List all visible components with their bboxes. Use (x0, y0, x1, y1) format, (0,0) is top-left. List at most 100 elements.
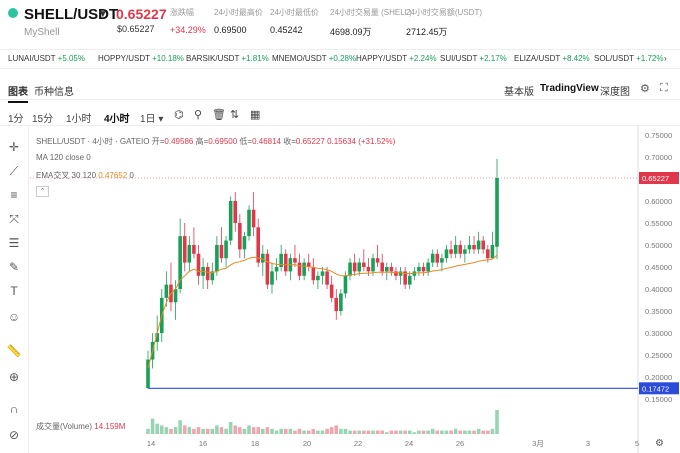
last-price: 0.65227 (116, 6, 167, 22)
y-tick-label: 0.75000 (645, 131, 672, 140)
y-tick-label: 0.45000 (645, 263, 672, 272)
tf-15m[interactable]: 15分 (32, 114, 54, 125)
text-icon[interactable]: T (10, 284, 18, 298)
volume-bar (352, 430, 357, 434)
ma-legend[interactable]: MA 120 close 0 (36, 153, 91, 162)
pair-title[interactable]: SHELL/USDT (24, 6, 119, 23)
legend-high: 0.69500 (208, 137, 238, 146)
stat-value: 0.45242 (270, 25, 303, 35)
ema-legend[interactable]: EMA交叉 30 120 0.47652 0 (36, 170, 134, 181)
ticker-item[interactable]: LUNAI/USDT +5.05% (8, 54, 85, 63)
tf-1h[interactable]: 1小时 (66, 114, 92, 125)
ticker-item[interactable]: HAPPY/USDT +2.24% (356, 54, 437, 63)
volume-bar (187, 427, 192, 434)
volume-bar (311, 428, 316, 434)
candle-body (173, 289, 178, 303)
layout-icon[interactable]: ▦ (250, 109, 261, 121)
volume-bar (155, 423, 159, 434)
legend-open: 0.49586 (164, 137, 194, 146)
tab-coin-info[interactable]: 币种信息 (34, 87, 74, 98)
volume-bar (362, 430, 366, 434)
pattern-icon[interactable]: ⤧ (9, 212, 19, 226)
ticker-change: +8.42% (562, 54, 590, 63)
zoom-icon[interactable]: ⊕ (8, 370, 20, 384)
candle-body (357, 262, 362, 272)
ticker-change: +10.18% (152, 54, 184, 63)
volume-bar (495, 410, 499, 434)
brush-icon[interactable]: ✎ (8, 260, 20, 274)
volume-bar (270, 428, 274, 434)
volume-bar (467, 430, 472, 434)
ticker-item[interactable]: SUI/USDT +2.17% (440, 54, 507, 63)
trash-icon[interactable]: 🗑 (212, 109, 226, 121)
ticker-change: +5.05% (57, 54, 85, 63)
candle-body (339, 293, 343, 312)
y-tick-label: 0.50000 (645, 241, 672, 250)
volume-bar (182, 425, 187, 434)
compare-icon[interactable]: ⇅ (230, 109, 240, 121)
settings-icon[interactable]: ⚙ (640, 83, 650, 95)
chevron-right-icon[interactable]: › (664, 54, 667, 63)
stat-value: +34.29% (170, 25, 206, 35)
volume-bar (224, 428, 228, 434)
ticker-item[interactable]: HOPPY/USDT +10.18% (98, 54, 184, 63)
ticker-item[interactable]: MNEMO/USDT +0.28% (272, 54, 356, 63)
volume-bar (256, 427, 261, 434)
y-tick-label: 0.15000 (645, 395, 672, 404)
tab-basic[interactable]: 基本版 (504, 87, 534, 98)
candle-body (467, 244, 472, 250)
y-tick-label: 0.55000 (645, 219, 672, 228)
volume-bar (375, 430, 380, 434)
volume-bar (293, 430, 297, 434)
fullscreen-icon[interactable]: ⛶ (660, 82, 668, 94)
stat-label: 24小时最低价 (270, 8, 319, 17)
template-icon[interactable]: ⚲ (194, 109, 203, 121)
stat-label: 涨跌幅 (170, 8, 194, 17)
tab-depth[interactable]: 深度图 (600, 87, 630, 98)
candle-body (449, 249, 453, 254)
divider (0, 99, 680, 100)
ticker-item[interactable]: BARSIK/USDT +1.81% (186, 54, 269, 63)
hline-icon[interactable]: ≡ (10, 188, 18, 202)
volume-bar (430, 428, 435, 434)
ruler-icon[interactable]: 📏 (6, 344, 22, 358)
volume-bar (398, 430, 403, 434)
candle-body (343, 275, 348, 294)
ticker-change: +2.17% (479, 54, 507, 63)
fib-icon[interactable]: ☰ (8, 236, 20, 250)
volume-bar (421, 430, 426, 434)
ticker-item[interactable]: SOL/USDT +1.72% (594, 54, 663, 63)
emoji-icon[interactable]: ☺ (7, 310, 21, 324)
ticker-name: LUNAI/USDT (8, 54, 58, 63)
legend-high-label: 高= (195, 137, 209, 146)
tab-chart[interactable]: 图表 (8, 83, 28, 103)
drawing-toolbar: ✛ ⟋ ≡ ⤧ ☰ ✎ T ☺ 📏 ⊕ ∩ ⊘ (0, 126, 28, 453)
chevron-down-icon[interactable]: ▼ (98, 9, 108, 20)
volume-bar (339, 428, 343, 434)
tab-tradingview[interactable]: TradingView (540, 83, 599, 94)
candle-body (458, 244, 463, 254)
y-tick-label: 0.70000 (645, 153, 672, 162)
candle-body (311, 267, 316, 281)
volume-label: 成交量(Volume) (36, 422, 93, 431)
hline-price-tag-label: 0.17472 (642, 384, 669, 393)
magnet-icon[interactable]: ∩ (9, 402, 19, 416)
trendline-icon[interactable]: ⟋ (9, 164, 19, 178)
indicator-icon[interactable]: ⌬ (174, 109, 184, 121)
crosshair-icon[interactable]: ✛ (8, 140, 20, 154)
ticker-name: BARSIK/USDT (186, 54, 242, 63)
tf-1d[interactable]: 1日 ▾ (140, 114, 164, 125)
y-tick-label: 0.60000 (645, 197, 672, 206)
legend-close-label: 收= (283, 137, 296, 146)
ticker-item[interactable]: ELIZA/USDT +8.42% (514, 54, 590, 63)
volume-value: 14.159M (94, 422, 126, 431)
tf-1m[interactable]: 1分 (8, 114, 24, 125)
volume-bar (357, 430, 362, 434)
lock-icon[interactable]: ⊘ (8, 428, 20, 442)
tf-4h[interactable]: 4小时 (104, 114, 130, 125)
collapse-legend-icon[interactable]: ⌃ (36, 186, 49, 197)
candle-body (196, 253, 201, 276)
volume-bar (173, 427, 178, 434)
chart-settings-icon[interactable]: ⚙ (655, 438, 664, 449)
